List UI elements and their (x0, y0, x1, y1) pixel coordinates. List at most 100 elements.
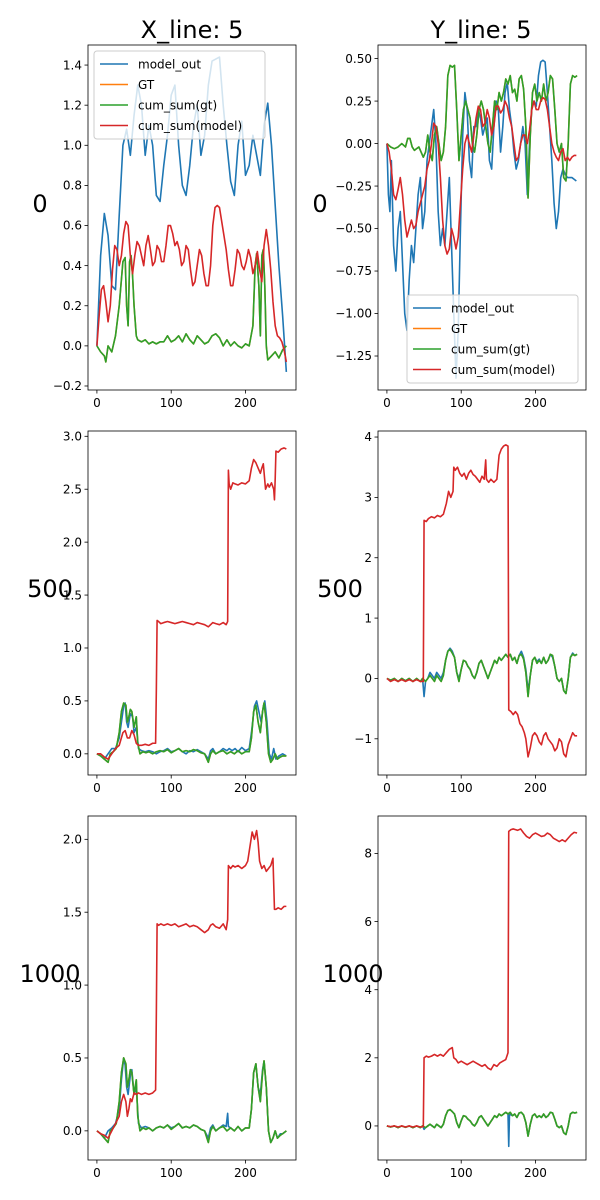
y-tick-label: 0.2 (63, 299, 82, 313)
axes-frame (377, 44, 587, 391)
y-tick-label: 0.5 (63, 1051, 82, 1065)
series-line-cum-sum-gt- (96, 702, 287, 764)
y-tick-label: 8 (364, 847, 372, 861)
axes-frame (87, 430, 297, 776)
x-tick-label: 200 (234, 396, 257, 410)
legend-box (93, 50, 266, 140)
column-title-x: X_line: 5 (141, 16, 244, 44)
x-tick-label: 200 (524, 781, 547, 795)
x-tick-label: 0 (93, 1166, 101, 1180)
y-tick-label: 0.50 (345, 52, 372, 66)
axes-frame (87, 815, 297, 1161)
y-tick-label: 0.25 (345, 94, 372, 108)
series-line-cum-sum-model- (96, 447, 287, 760)
legend-label: cum_sum(gt) (451, 342, 530, 356)
subplot-1: 0 100 200 −0.2 0.0 0.2 0.4 0.6 0.8 1.0 1.2 1.4 model… (53, 44, 297, 410)
y-tick-label: 2 (364, 551, 372, 565)
y-tick-label: 0 (364, 1119, 372, 1133)
x-tick-label: 100 (160, 1166, 183, 1180)
y-tick-label: 2 (364, 1051, 372, 1065)
x-tick-label: 100 (450, 1166, 473, 1180)
series-line-cum-sum-model- (386, 96, 577, 255)
y-tick-label: 0.8 (63, 179, 82, 193)
y-tick-label: 4 (364, 983, 372, 997)
y-tick-label: 1.2 (63, 98, 82, 112)
y-tick-label: 0.6 (63, 219, 82, 233)
series-line-cum-sum-model- (96, 204, 288, 363)
y-tick-label: −0.50 (335, 222, 372, 236)
y-tick-label: 0.5 (63, 694, 82, 708)
legend: model_out GT cum_sum(gt) cum_sum(model) (93, 50, 266, 140)
y-tick-label: −1.00 (335, 307, 372, 321)
column-title-y: Y_line: 5 (430, 16, 532, 44)
y-tick-label: 1 (364, 611, 372, 625)
y-tick-label: 0 (364, 672, 372, 686)
legend-label: cum_sum(model) (451, 363, 555, 377)
series-line-cum-sum-model- (96, 829, 287, 1139)
axes-frame (87, 44, 297, 391)
y-tick-label: 2.0 (63, 535, 82, 549)
x-tick-label: 100 (450, 781, 473, 795)
y-tick-label: 2.0 (63, 833, 82, 847)
y-tick-label: −0.2 (53, 379, 82, 393)
x-tick-label: 0 (383, 781, 391, 795)
subplot-3: 0 100 200 0.0 0.5 1.0 1.5 2.0 2.5 3.0 (63, 429, 297, 795)
x-tick-label: 100 (160, 396, 183, 410)
subplot-5: 0 100 200 0.0 0.5 1.0 1.5 2.0 (63, 815, 297, 1180)
axes-frame (377, 815, 587, 1161)
subplot-4: 0 100 200 −1 0 1 2 3 4 (354, 430, 587, 795)
y-tick-label: 3 (364, 491, 372, 505)
y-tick-label: 1.5 (63, 588, 82, 602)
row-label-1000-left: 1000 (19, 960, 80, 988)
x-tick-label: 200 (524, 1166, 547, 1180)
row-label-0-left: 0 (32, 190, 47, 218)
y-tick-label: −1 (354, 732, 372, 746)
series-line-model-out (96, 56, 288, 373)
y-tick-label: 1.4 (63, 58, 82, 72)
x-tick-label: 0 (383, 1166, 391, 1180)
y-tick-label: 0.0 (63, 747, 82, 761)
y-tick-label: −1.25 (335, 349, 372, 363)
series-line-cum-sum-gt- (386, 648, 578, 698)
x-tick-label: 0 (93, 781, 101, 795)
legend-label: GT (138, 78, 155, 92)
row-label-500-right: 500 (317, 575, 363, 603)
y-tick-label: 1.0 (63, 641, 82, 655)
y-tick-label: 0.00 (345, 137, 372, 151)
subplot-grid: 0 100 200−0.20.00.20.40.60.81.01.21.4 model… (53, 44, 587, 1180)
legend-label: cum_sum(model) (138, 119, 242, 133)
x-tick-label: 0 (383, 396, 391, 410)
legend-label: model_out (451, 301, 514, 315)
series-line-cum-sum-gt- (386, 64, 578, 199)
y-tick-label: 4 (364, 430, 372, 444)
x-tick-label: 0 (93, 396, 101, 410)
legend-label: GT (451, 322, 468, 336)
row-label-500-left: 500 (27, 575, 73, 603)
y-tick-label: 1.5 (63, 905, 82, 919)
y-tick-label: 6 (364, 915, 372, 929)
legend-label: cum_sum(gt) (138, 98, 217, 112)
series-line-cum-sum-gt- (386, 1108, 578, 1137)
axes-frame (377, 430, 587, 776)
y-tick-label: 0.0 (63, 1124, 82, 1138)
row-label-0-right: 0 (312, 190, 327, 218)
x-tick-label: 200 (234, 1166, 257, 1180)
y-tick-label: −0.25 (335, 179, 372, 193)
y-tick-label: 2.5 (63, 482, 82, 496)
series-line-cum-sum-gt- (96, 248, 287, 363)
series-line-cum-sum-gt- (96, 1057, 287, 1144)
subplot-2: 0 100 200 −1.25 −1.00 −0.75 −0.50 −0.25 0.00 0.25… (335, 44, 587, 410)
y-tick-label: 1.0 (63, 978, 82, 992)
series-line-cum-sum-model- (386, 444, 578, 758)
y-tick-label: 1.0 (63, 138, 82, 152)
legend-box (406, 294, 579, 384)
row-label-1000-right: 1000 (322, 960, 383, 988)
y-tick-label: 3.0 (63, 429, 82, 443)
x-tick-label: 100 (450, 396, 473, 410)
subplot-6: 0 100 200 0 2 4 6 8 (364, 815, 587, 1180)
y-tick-label: 0.4 (63, 259, 82, 273)
x-tick-label: 200 (524, 396, 547, 410)
series-line-cum-sum-model- (386, 828, 578, 1128)
